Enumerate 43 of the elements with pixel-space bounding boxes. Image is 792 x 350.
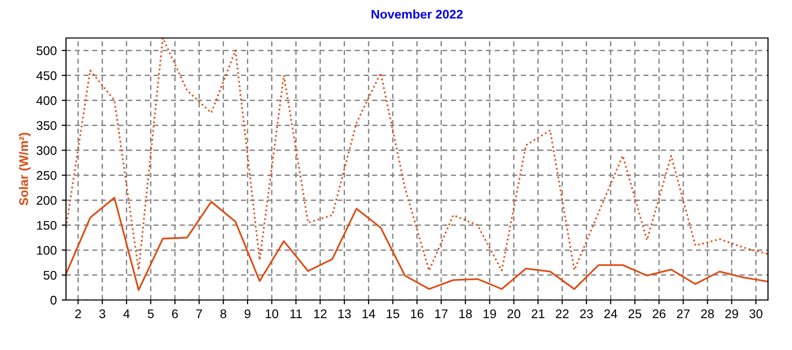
y-tick-label: 50 [44,270,56,280]
x-tick-label: 25 [628,309,642,318]
x-tick-label: 26 [652,309,666,318]
y-tick-label: 350 [36,121,56,130]
x-tick-label: 15 [386,309,400,318]
x-tick-label: 3 [99,309,106,318]
x-tick-label: 19 [484,309,496,318]
y-tick-label: 200 [36,196,56,205]
y-tick-label: 450 [36,71,56,80]
y-axis-title: Solar (W/m²) [18,132,31,206]
x-tick-label: 28 [701,309,714,318]
x-tick-label: 16 [411,309,424,318]
chart-title: November 2022 [372,9,463,19]
x-tick-label: 12 [314,309,326,318]
y-tick-label: 250 [36,171,56,180]
x-tick-label: 8 [220,309,226,318]
x-tick-label: 9 [244,309,250,318]
line-series [66,196,768,291]
x-tick-label: 17 [435,309,448,318]
x-tick-label: 4 [123,309,130,318]
x-tick-label: 6 [172,309,178,318]
x-tick-label: 24 [604,309,618,318]
x-tick-label: 2 [75,309,81,318]
x-tick-label: 21 [532,309,544,318]
y-tick-label: 500 [36,46,56,56]
x-tick-label: 13 [338,309,351,318]
x-tick-label: 7 [196,309,202,318]
y-tick-label: 400 [36,96,56,106]
y-tick-label: 300 [36,146,56,155]
x-tick-label: 11 [290,309,302,318]
y-tick-label: 150 [37,220,56,230]
x-tick-label: 22 [556,309,569,318]
y-tick-label: 100 [37,246,56,255]
x-tick-label: 5 [148,309,154,318]
x-tick-label: 30 [749,309,762,318]
x-tick-label: 29 [725,309,738,318]
x-tick-label: 18 [459,309,472,318]
x-tick-label: 10 [266,309,278,318]
x-tick-label: 20 [508,309,520,318]
x-tick-label: 14 [362,309,376,318]
y-tick-label: 0 [50,296,56,305]
x-tick-label: 27 [676,309,690,318]
x-tick-label: 23 [580,309,593,318]
